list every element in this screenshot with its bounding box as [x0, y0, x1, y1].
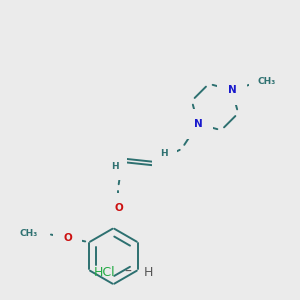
- Text: N: N: [194, 119, 203, 129]
- Text: CH₃: CH₃: [258, 77, 276, 86]
- Text: N: N: [228, 85, 236, 95]
- Text: H: H: [143, 266, 153, 278]
- Text: H: H: [111, 162, 119, 171]
- Text: O: O: [114, 203, 123, 213]
- Text: O: O: [63, 233, 72, 243]
- Text: H: H: [160, 149, 168, 158]
- Text: HCl: HCl: [94, 266, 116, 278]
- Text: –: –: [124, 265, 131, 279]
- Text: CH₃: CH₃: [20, 229, 38, 238]
